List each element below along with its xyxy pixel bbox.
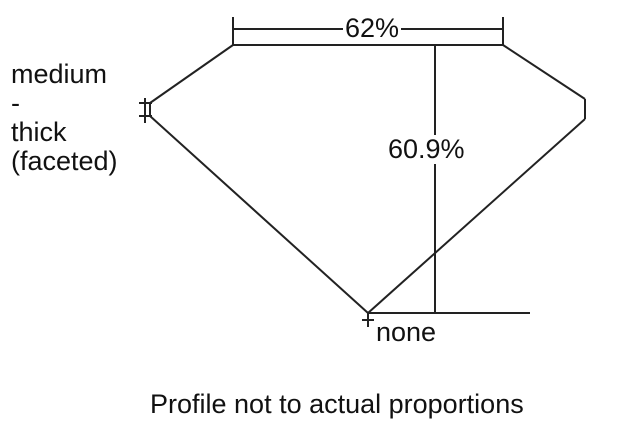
depth-percentage-label: 60.9% <box>388 134 465 164</box>
footnote: Profile not to actual proportions <box>150 389 524 419</box>
girdle-label-line: - <box>11 88 20 118</box>
girdle-label: medium - thick (faceted) <box>11 60 118 176</box>
table-percentage-label: 62% <box>343 13 402 43</box>
girdle-label-line: medium <box>11 59 108 89</box>
girdle-label-line: thick <box>11 117 67 147</box>
crown-left <box>149 44 234 104</box>
culet-label: none <box>376 317 437 347</box>
crown-right <box>502 44 586 100</box>
pavilion-right <box>367 118 586 314</box>
girdle-label-line: (faceted) <box>11 146 118 176</box>
pavilion-left <box>149 115 369 314</box>
